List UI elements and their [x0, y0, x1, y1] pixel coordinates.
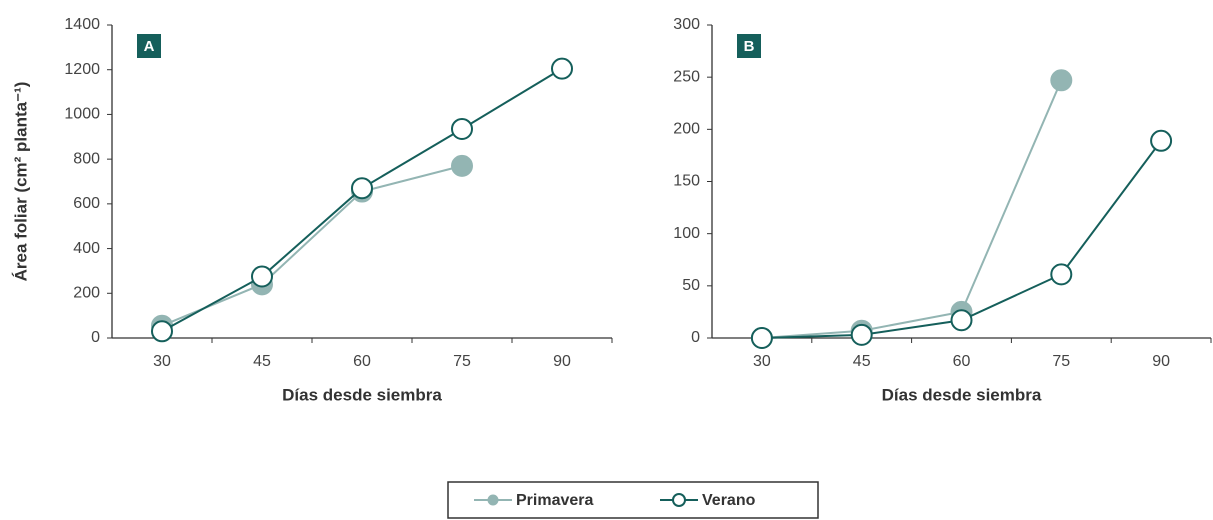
- data-point: [1050, 69, 1073, 92]
- x-tick-label: 75: [1052, 353, 1070, 370]
- y-tick-label: 150: [673, 173, 700, 190]
- y-tick-label: 0: [91, 329, 100, 346]
- y-tick-label: 100: [673, 225, 700, 242]
- y-tick-label: 200: [673, 121, 700, 138]
- x-tick-label: 90: [1152, 353, 1170, 370]
- data-point: [351, 177, 373, 200]
- x-tick-label: 45: [853, 353, 871, 370]
- panel-label-box: [737, 34, 761, 58]
- panel-label-box: [137, 34, 161, 58]
- data-point: [1050, 263, 1073, 286]
- y-tick-label: 600: [73, 195, 100, 212]
- y-tick-label: 200: [73, 285, 100, 302]
- panel-label: B: [744, 38, 755, 55]
- x-axis-title: Días desde siembra: [882, 385, 1042, 404]
- y-tick-label: 800: [73, 150, 100, 167]
- y-tick-label: 300: [673, 16, 700, 33]
- data-point: [151, 320, 173, 343]
- series-line: [761, 79, 1063, 339]
- legend-label: Verano: [702, 492, 756, 509]
- y-tick-label: 1200: [64, 61, 100, 78]
- data-point: [850, 323, 873, 346]
- y-axis-title: Área foliar (cm² planta⁻¹): [11, 82, 30, 282]
- x-tick-label: 90: [553, 353, 571, 370]
- x-tick-label: 30: [153, 353, 171, 370]
- legend-marker: [487, 494, 499, 506]
- legend-label: Primavera: [516, 492, 593, 509]
- x-axis-title: Días desde siembra: [282, 385, 442, 404]
- data-point: [551, 57, 573, 80]
- panel-label: A: [144, 38, 155, 55]
- x-tick-label: 60: [953, 353, 971, 370]
- y-tick-label: 250: [673, 68, 700, 85]
- y-tick-label: 0: [691, 329, 700, 346]
- data-point: [1150, 129, 1173, 152]
- x-tick-label: 45: [253, 353, 271, 370]
- data-point: [451, 154, 473, 177]
- y-tick-label: 1000: [64, 106, 100, 123]
- data-point: [950, 309, 973, 332]
- y-tick-label: 400: [73, 240, 100, 257]
- data-point: [251, 265, 273, 288]
- data-point: [451, 117, 473, 140]
- legend-marker: [672, 493, 686, 507]
- y-tick-label: 1400: [64, 16, 100, 33]
- data-point: [750, 327, 773, 349]
- x-tick-label: 75: [453, 353, 471, 370]
- y-tick-label: 50: [682, 277, 700, 294]
- x-tick-label: 60: [353, 353, 371, 370]
- series-line: [161, 164, 463, 327]
- x-tick-label: 30: [753, 353, 771, 370]
